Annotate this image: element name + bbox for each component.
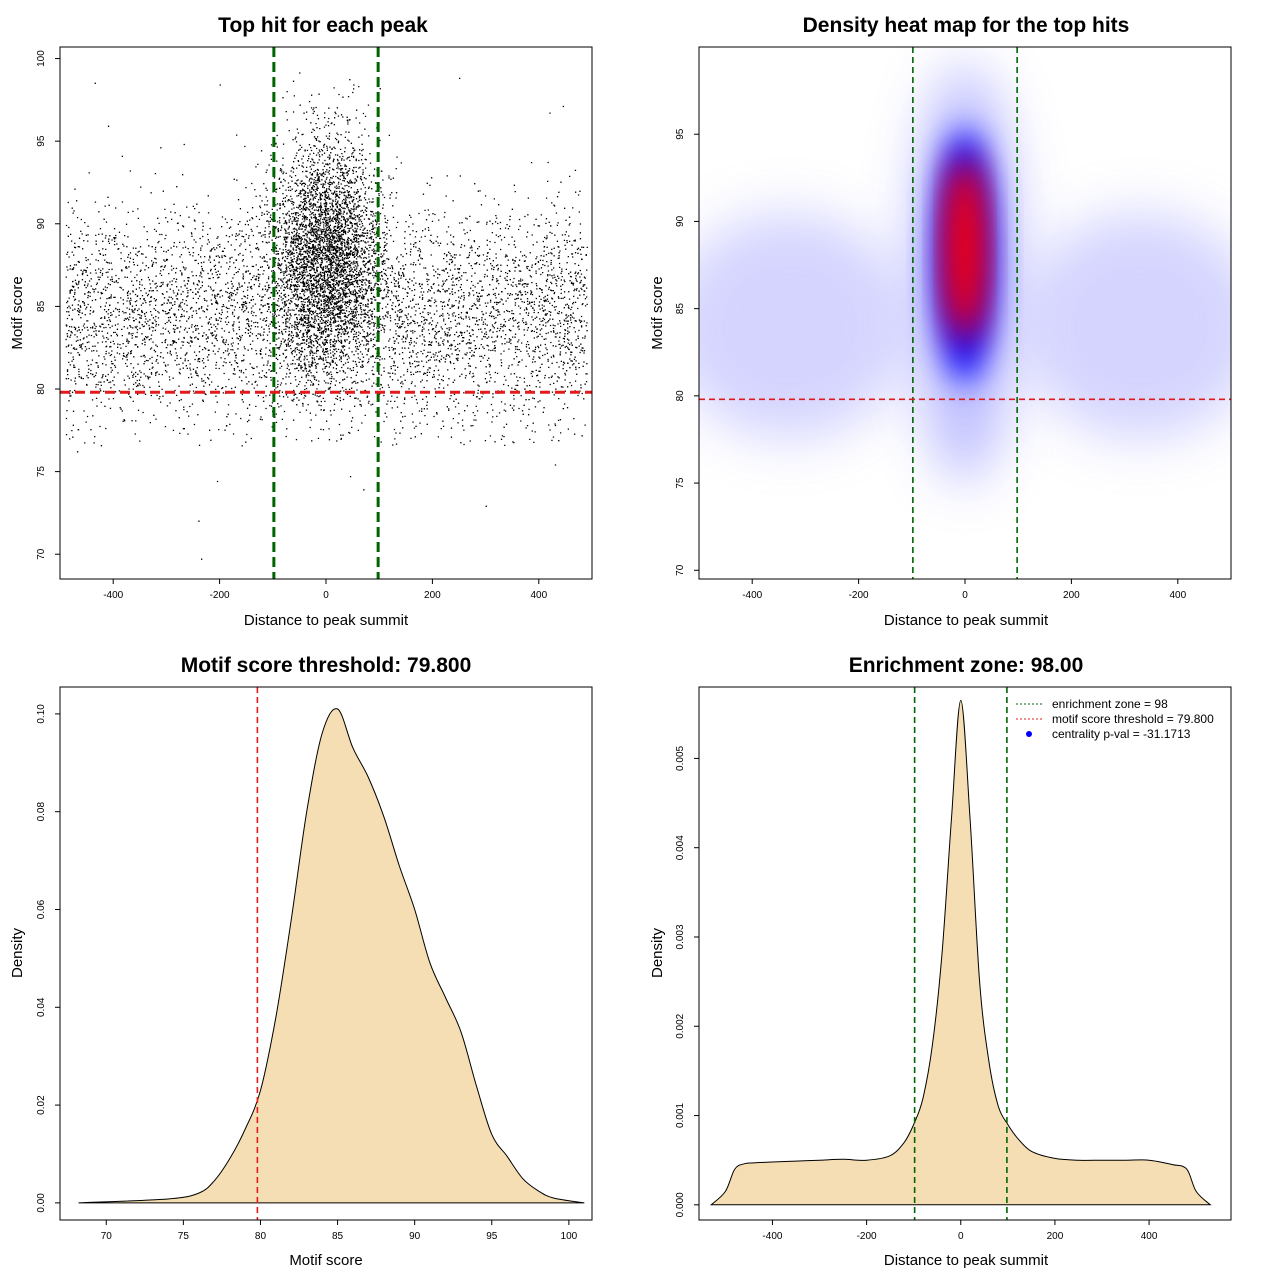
scatter-y-tick-label: 70 bbox=[36, 548, 47, 560]
scatter-x-axis-label: Distance to peak summit bbox=[244, 612, 409, 629]
scatter-x-tick-label: -400 bbox=[103, 590, 123, 601]
score-density-y-tick-label: 0.04 bbox=[36, 997, 47, 1017]
score-density-title: Motif score threshold: 79.800 bbox=[181, 654, 472, 677]
legend-entry-centrality: centrality p-val = -31.1713 bbox=[1052, 727, 1191, 741]
heatmap-y-axis-label: Motif score bbox=[649, 276, 666, 349]
distance-density-reference-lines bbox=[913, 687, 1008, 1220]
score-density-y-axis-label: Density bbox=[9, 927, 26, 978]
scatter-x-tick-label: 400 bbox=[530, 590, 547, 601]
distance-density-y-axis-label: Density bbox=[649, 927, 666, 978]
distance-density-x-tick-label: -200 bbox=[857, 1231, 877, 1242]
score-density-x-tick-label: 90 bbox=[409, 1231, 421, 1242]
scatter-y-tick-label: 95 bbox=[36, 135, 47, 147]
heatmap-title: Density heat map for the top hits bbox=[803, 14, 1130, 37]
distance-density-axes: -400 -200 0 200 400 0.000 0.001 0.002 0.003 0.004… bbox=[675, 745, 1158, 1242]
score-density-x-tick-label: 100 bbox=[561, 1231, 578, 1242]
scatter-reference-lines bbox=[60, 47, 592, 579]
legend-entry-motif-threshold: motif score threshold = 79.800 bbox=[1052, 712, 1214, 726]
distance-density-x-tick-label: -400 bbox=[762, 1231, 782, 1242]
score-density-x-tick-label: 95 bbox=[486, 1231, 498, 1242]
distance-density-panel: Enrichment zone: 98.00 -400 -200 0 200 400 0.… bbox=[649, 654, 1232, 1269]
heatmap-background-band-left bbox=[699, 212, 912, 440]
score-density-x-axis-label: Motif score bbox=[289, 1252, 362, 1269]
distance-density-x-tick-label: 400 bbox=[1141, 1231, 1158, 1242]
scatter-points bbox=[65, 72, 588, 560]
scatter-panel: Top hit for each peak -400 -200 0 200 400 70 7… bbox=[9, 14, 593, 629]
distance-density-x-tick-label: 0 bbox=[958, 1231, 964, 1242]
heatmap-y-tick-label: 80 bbox=[675, 390, 686, 402]
score-density-y-tick-label: 0.10 bbox=[36, 704, 47, 724]
score-density-area bbox=[78, 708, 585, 1204]
heatmap-x-tick-label: 400 bbox=[1169, 590, 1186, 601]
heatmap-axes: -400 -200 0 200 400 70 75 80 85 90 95 bbox=[675, 128, 1187, 601]
score-density-y-tick-label: 0.00 bbox=[36, 1193, 47, 1213]
scatter-axes: -400 -200 0 200 400 70 75 80 85 90 95 100 bbox=[36, 50, 548, 601]
scatter-x-tick-label: 200 bbox=[424, 590, 441, 601]
score-density-x-tick-label: 85 bbox=[332, 1231, 344, 1242]
score-density-y-tick-label: 0.02 bbox=[36, 1095, 47, 1115]
heatmap-y-tick-label: 70 bbox=[675, 564, 686, 576]
distance-density-area bbox=[709, 699, 1212, 1206]
legend-key-centrality bbox=[1026, 731, 1032, 737]
score-density-panel: Motif score threshold: 79.800 70 75 80 85 90… bbox=[9, 654, 593, 1269]
scatter-y-axis-label: Motif score bbox=[9, 276, 26, 349]
distance-density-x-axis-label: Distance to peak summit bbox=[884, 1252, 1049, 1269]
distance-density-y-tick-label: 0.005 bbox=[675, 745, 686, 770]
distance-density-y-tick-label: 0.000 bbox=[675, 1192, 686, 1217]
heatmap-y-tick-label: 75 bbox=[675, 477, 686, 489]
score-density-x-tick-label: 70 bbox=[101, 1231, 113, 1242]
score-density-x-tick-label: 75 bbox=[178, 1231, 190, 1242]
distance-density-legend: enrichment zone = 98 motif score thresho… bbox=[1016, 697, 1214, 741]
distance-density-y-tick-label: 0.004 bbox=[675, 835, 686, 860]
scatter-y-tick-label: 75 bbox=[36, 466, 47, 478]
heatmap-y-tick-label: 95 bbox=[675, 128, 686, 140]
heatmap-y-tick-label: 90 bbox=[675, 215, 686, 227]
scatter-x-tick-label: 0 bbox=[323, 590, 329, 601]
scatter-y-tick-label: 85 bbox=[36, 300, 47, 312]
heatmap-x-tick-label: -200 bbox=[849, 590, 869, 601]
scatter-y-tick-label: 90 bbox=[36, 218, 47, 230]
heatmap-background-band-right bbox=[1018, 212, 1231, 440]
score-density-axes: 70 75 80 85 90 95 100 0.00 0.02 0.04 0.06 0.08 0.10 bbox=[36, 704, 578, 1242]
scatter-x-tick-label: -200 bbox=[210, 590, 230, 601]
heatmap-y-tick-label: 85 bbox=[675, 303, 686, 315]
distance-density-y-tick-label: 0.003 bbox=[675, 924, 686, 949]
score-density-plot-frame bbox=[59, 686, 593, 1221]
heatmap-x-axis-label: Distance to peak summit bbox=[884, 612, 1049, 629]
distance-density-plot-frame bbox=[698, 686, 1232, 1221]
scatter-title: Top hit for each peak bbox=[218, 14, 428, 37]
score-density-x-tick-label: 80 bbox=[255, 1231, 267, 1242]
distance-density-x-tick-label: 200 bbox=[1047, 1231, 1064, 1242]
heatmap-x-tick-label: 0 bbox=[962, 590, 968, 601]
heatmap-core-red bbox=[949, 165, 981, 330]
score-density-y-tick-label: 0.06 bbox=[36, 899, 47, 919]
scatter-y-tick-label: 80 bbox=[36, 383, 47, 395]
heatmap-reference-lines bbox=[699, 47, 1231, 579]
heatmap-x-tick-label: 200 bbox=[1063, 590, 1080, 601]
scatter-point-cloud bbox=[65, 72, 588, 560]
heatmap-panel: Density heat map for the top hits -400 -2… bbox=[649, 14, 1232, 629]
distance-density-y-tick-label: 0.002 bbox=[675, 1013, 686, 1038]
distance-density-title: Enrichment zone: 98.00 bbox=[849, 654, 1084, 677]
distance-density-y-tick-label: 0.001 bbox=[675, 1103, 686, 1128]
heatmap-x-tick-label: -400 bbox=[742, 590, 762, 601]
legend-entry-enrichment-zone: enrichment zone = 98 bbox=[1052, 697, 1168, 711]
scatter-y-tick-label: 100 bbox=[36, 50, 47, 67]
score-density-y-tick-label: 0.08 bbox=[36, 802, 47, 822]
heatmap-density-field bbox=[699, 47, 1231, 579]
